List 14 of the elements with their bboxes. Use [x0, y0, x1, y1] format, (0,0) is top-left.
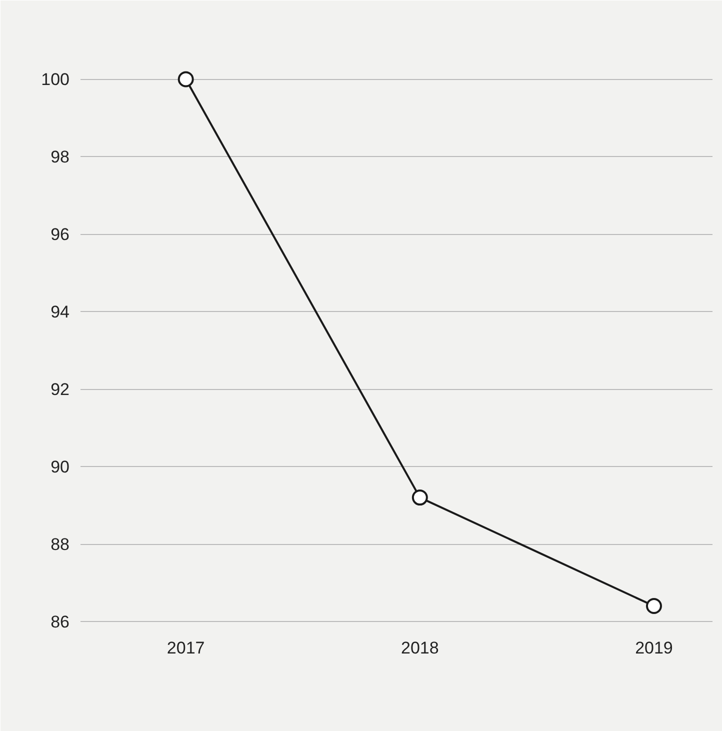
- x-tick-label: 2017: [166, 638, 205, 658]
- y-tick-label: 100: [41, 70, 70, 90]
- y-tick-label: 98: [50, 148, 70, 167]
- point: [646, 598, 662, 614]
- point: [412, 490, 428, 506]
- y-tick-label: 88: [50, 535, 70, 554]
- x-tick-label: 2019: [635, 638, 673, 658]
- point: [178, 71, 194, 88]
- x-tick-label: 2018: [401, 638, 439, 658]
- y-tick-label: 86: [50, 612, 70, 632]
- y-tick-label: 96: [50, 225, 70, 244]
- y-tick-label: 92: [50, 380, 70, 400]
- y-tick-label: 90: [50, 458, 70, 477]
- y-tick-label: 94: [50, 302, 70, 322]
